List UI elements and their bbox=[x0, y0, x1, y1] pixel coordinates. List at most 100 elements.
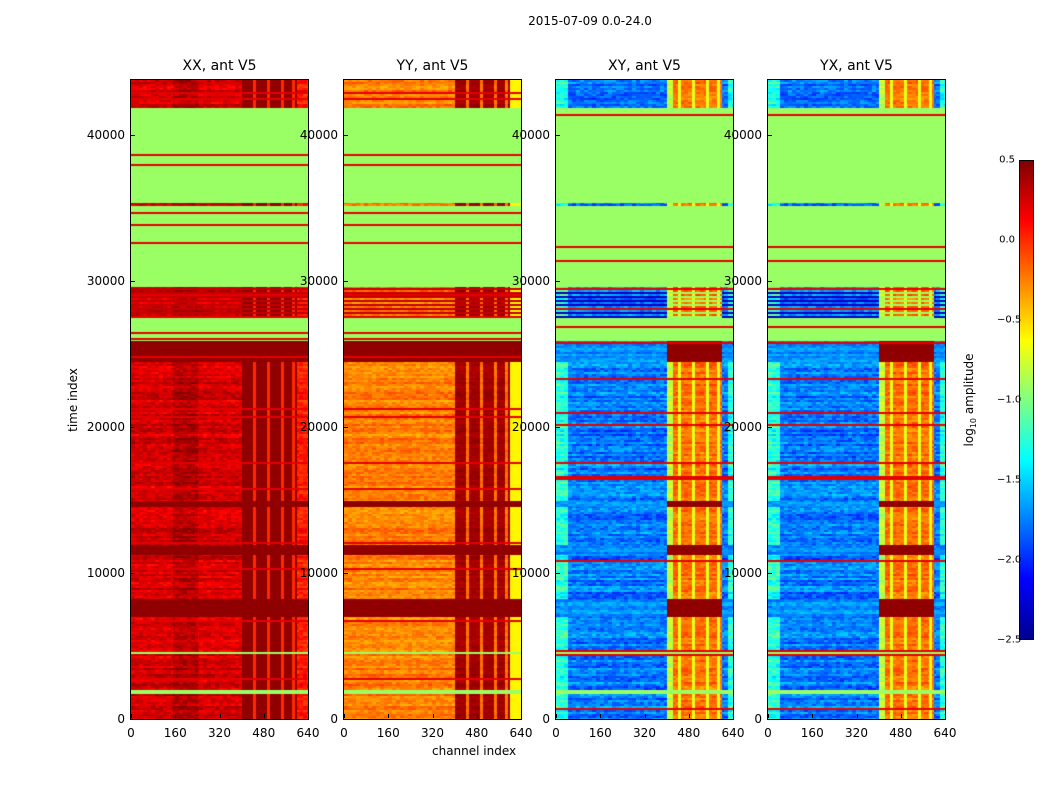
heatmap-panel-4: YX, ant V5 0 160 320 480 640 0 10000 20000 30000 4… bbox=[724, 58, 957, 740]
x-tick-label: 480 bbox=[677, 726, 701, 740]
y-tick-label: 10000 bbox=[299, 566, 338, 581]
x-tick-mark bbox=[600, 714, 602, 718]
y-tick-label: 40000 bbox=[86, 128, 125, 143]
x-tick-mark bbox=[308, 714, 309, 718]
x-tick-label: 320 bbox=[845, 726, 868, 740]
x-tick-label: 320 bbox=[421, 726, 444, 740]
x-tick-label: 0 bbox=[127, 726, 135, 740]
x-tick-label: 480 bbox=[465, 726, 489, 740]
y-tick-label: 40000 bbox=[511, 128, 550, 143]
x-tick-label: 320 bbox=[633, 726, 656, 740]
x-tick-mark bbox=[219, 714, 221, 718]
panel-title: XY, ant V5 bbox=[608, 58, 681, 74]
y-tick-mark bbox=[768, 135, 772, 137]
y-tick-mark bbox=[556, 135, 560, 137]
x-tick-label: 0 bbox=[552, 726, 560, 740]
y-tick-mark bbox=[131, 281, 135, 283]
x-tick-mark bbox=[432, 714, 434, 718]
colorbar-tick-label: −1.0 bbox=[997, 394, 1022, 406]
y-tick-mark bbox=[131, 135, 135, 137]
colorbar-tick-label: −0.5 bbox=[997, 314, 1022, 326]
heatmap-panel-1: XX, ant V5 0 160 320 480 640 0 10000 20000 30000 4… bbox=[87, 58, 320, 740]
y-tick-label: 0 bbox=[330, 712, 338, 726]
x-tick-label: 160 bbox=[800, 726, 824, 740]
x-tick-mark bbox=[644, 714, 646, 718]
x-tick-mark bbox=[733, 714, 734, 718]
x-tick-label: 160 bbox=[163, 726, 187, 740]
x-tick-label: 0 bbox=[764, 726, 772, 740]
x-tick-label: 0 bbox=[340, 726, 348, 740]
heatmap-panel-2: YY, ant V5 0 160 320 480 640 0 10000 20000 30000 4… bbox=[300, 58, 533, 740]
heatmap-image bbox=[131, 80, 308, 719]
y-tick-label: 10000 bbox=[511, 566, 550, 581]
y-tick-mark bbox=[344, 281, 348, 283]
x-tick-mark bbox=[476, 714, 478, 718]
y-axis-label: time index bbox=[66, 368, 80, 432]
y-tick-mark bbox=[556, 427, 560, 429]
colorbar bbox=[1019, 160, 1034, 640]
y-tick-mark bbox=[344, 719, 348, 720]
x-tick-mark bbox=[556, 714, 557, 718]
colorbar-tick-label: −2.5 bbox=[997, 634, 1022, 646]
x-tick-mark bbox=[688, 714, 690, 718]
heatmap-image bbox=[344, 80, 521, 719]
y-tick-mark bbox=[768, 573, 772, 575]
colorbar-tick-label: −2.0 bbox=[997, 554, 1022, 566]
y-tick-label: 30000 bbox=[299, 274, 338, 289]
y-tick-label: 30000 bbox=[511, 274, 550, 289]
y-tick-mark bbox=[131, 719, 135, 720]
y-tick-label: 10000 bbox=[723, 566, 762, 581]
colorbar-tick-label: 0.0 bbox=[999, 234, 1015, 246]
y-tick-label: 20000 bbox=[299, 420, 338, 435]
y-tick-label: 30000 bbox=[723, 274, 762, 289]
x-tick-label: 480 bbox=[252, 726, 276, 740]
x-axis-label: channel index bbox=[432, 744, 517, 758]
colorbar-label: log10 amplitude bbox=[961, 353, 979, 447]
x-tick-mark bbox=[521, 714, 522, 718]
x-tick-label: 640 bbox=[509, 726, 533, 740]
y-tick-mark bbox=[768, 281, 772, 283]
figure-title: 2015-07-09 0.0-24.0 bbox=[528, 14, 652, 28]
panel-title: YY, ant V5 bbox=[396, 58, 469, 74]
x-tick-mark bbox=[175, 714, 177, 718]
x-tick-label: 320 bbox=[208, 726, 231, 740]
x-tick-mark bbox=[388, 714, 390, 718]
colorbar-tick-label: 0.5 bbox=[999, 154, 1015, 166]
panel-title: XX, ant V5 bbox=[182, 58, 257, 74]
x-tick-mark bbox=[131, 714, 132, 718]
y-tick-mark bbox=[556, 573, 560, 575]
y-tick-mark bbox=[556, 281, 560, 283]
x-tick-mark bbox=[856, 714, 858, 718]
y-tick-label: 20000 bbox=[86, 420, 125, 435]
heatmap-image bbox=[556, 80, 733, 719]
y-tick-label: 20000 bbox=[723, 420, 762, 435]
colorbar-tick-label: −1.5 bbox=[997, 474, 1022, 486]
y-tick-mark bbox=[344, 135, 348, 137]
heatmap-panel-3: XY, ant V5 0 160 320 480 640 0 10000 20000 30000 4… bbox=[512, 58, 745, 740]
y-tick-mark bbox=[131, 573, 135, 575]
y-tick-mark bbox=[556, 719, 560, 720]
x-tick-label: 640 bbox=[721, 726, 745, 740]
y-tick-label: 0 bbox=[754, 712, 762, 726]
y-tick-mark bbox=[344, 573, 348, 575]
x-tick-mark bbox=[768, 714, 769, 718]
x-tick-mark bbox=[344, 714, 345, 718]
heatmap-image bbox=[768, 80, 945, 719]
x-tick-mark bbox=[900, 714, 902, 718]
y-tick-label: 40000 bbox=[723, 128, 762, 143]
x-tick-label: 640 bbox=[933, 726, 957, 740]
y-tick-mark bbox=[768, 427, 772, 429]
x-tick-mark bbox=[263, 714, 265, 718]
y-tick-label: 0 bbox=[117, 712, 125, 726]
y-tick-mark bbox=[344, 427, 348, 429]
y-tick-label: 10000 bbox=[86, 566, 125, 581]
panel-title: YX, ant V5 bbox=[820, 58, 893, 74]
y-tick-mark bbox=[131, 427, 135, 429]
y-tick-label: 40000 bbox=[299, 128, 338, 143]
y-tick-mark bbox=[768, 719, 772, 720]
y-tick-label: 30000 bbox=[86, 274, 125, 289]
x-tick-mark bbox=[945, 714, 946, 718]
y-tick-label: 0 bbox=[542, 712, 550, 726]
x-tick-label: 160 bbox=[588, 726, 612, 740]
